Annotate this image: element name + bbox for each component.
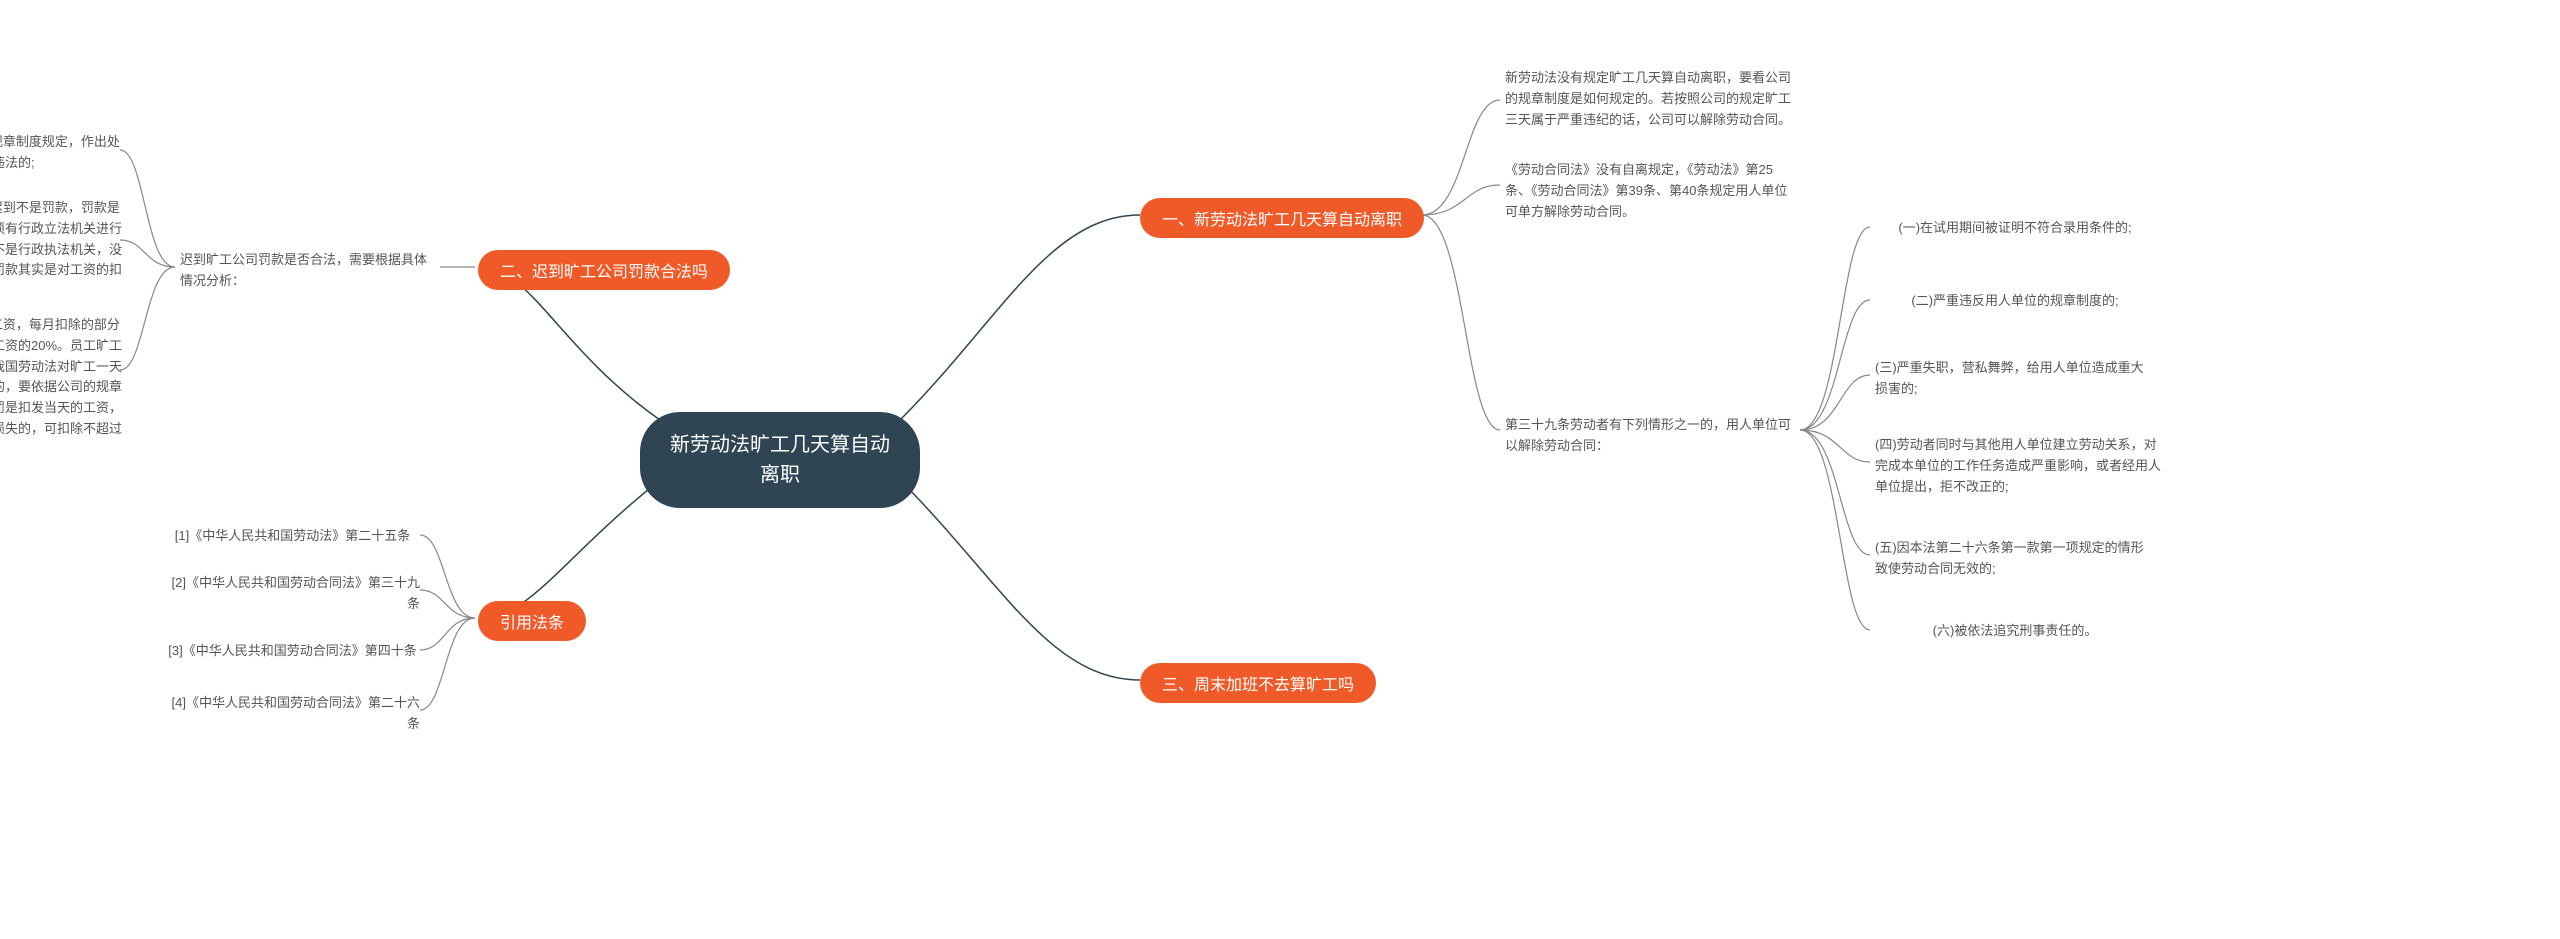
branch-1[interactable]: 一、新劳动法旷工几天算自动离职	[1140, 198, 1424, 238]
b4-child-1: [1]《中华人民共和国劳动法》第二十五条	[165, 526, 420, 547]
branch-1-label: 一、新劳动法旷工几天算自动离职	[1162, 206, 1402, 230]
branch-2[interactable]: 二、迟到旷工公司罚款合法吗	[478, 250, 730, 290]
b2-intro: 迟到旷工公司罚款是否合法，需要根据具体情况分析：	[180, 250, 435, 292]
branch-4-label: 引用法条	[500, 609, 564, 633]
b4-child-3: [3]《中华人民共和国劳动合同法》第四十条	[165, 641, 420, 662]
b1-c3-item-2: (二)严重违反用人单位的规章制度的;	[1875, 291, 2155, 312]
b1-child-2: 《劳动合同法》没有自离规定，《劳动法》第25条、《劳动合同法》第39条、第40条…	[1505, 160, 1795, 222]
branch-4[interactable]: 引用法条	[478, 601, 586, 641]
b4-child-2: [2]《中华人民共和国劳动合同法》第三十九条	[165, 573, 420, 615]
branch-3-label: 三、周末加班不去算旷工吗	[1162, 671, 1354, 695]
b2-child-2: 2.严格的讲公司对于迟到不是罚款，罚款是行政处罚的一种，必须有行政立法机关进行立…	[0, 198, 130, 302]
b1-child-3: 第三十九条劳动者有下列情形之一的，用人单位可以解除劳动合同：	[1505, 415, 1795, 457]
branch-3[interactable]: 三、周末加班不去算旷工吗	[1140, 663, 1376, 703]
b4-child-4: [4]《中华人民共和国劳动合同法》第二十六条	[165, 693, 420, 735]
connector-lines	[0, 0, 2560, 939]
b1-c3-item-5: (五)因本法第二十六条第一款第一项规定的情形致使劳动合同无效的;	[1875, 538, 2155, 580]
b1-c3-item-4: (四)劳动者同时与其他用人单位建立劳动关系，对完成本单位的工作任务造成严重影响，…	[1875, 435, 2165, 497]
branch-2-label: 二、迟到旷工公司罚款合法吗	[500, 258, 708, 282]
b2-child-1: 1.如果公司没有相关规章制度规定，作出处罚是没有依据的，是违法的;	[0, 132, 130, 174]
b1-c3-item-6: (六)被依法追究刑事责任的。	[1875, 621, 2155, 642]
b1-c3-item-3: (三)严重失职，营私舞弊，给用人单位造成重大损害的;	[1875, 358, 2155, 400]
b2-child-3: 3.扣除劳动者本人的工资，每月扣除的部分不得超过劳动者当月工资的20%。员工旷工…	[0, 315, 130, 461]
b1-c3-item-1: (一)在试用期间被证明不符合录用条件的;	[1875, 218, 2155, 239]
b1-child-1: 新劳动法没有规定旷工几天算自动离职，要看公司的规章制度是如何规定的。若按照公司的…	[1505, 68, 1795, 130]
root-node[interactable]: 新劳动法旷工几天算自动离职	[640, 412, 920, 508]
root-label: 新劳动法旷工几天算自动离职	[670, 430, 890, 490]
